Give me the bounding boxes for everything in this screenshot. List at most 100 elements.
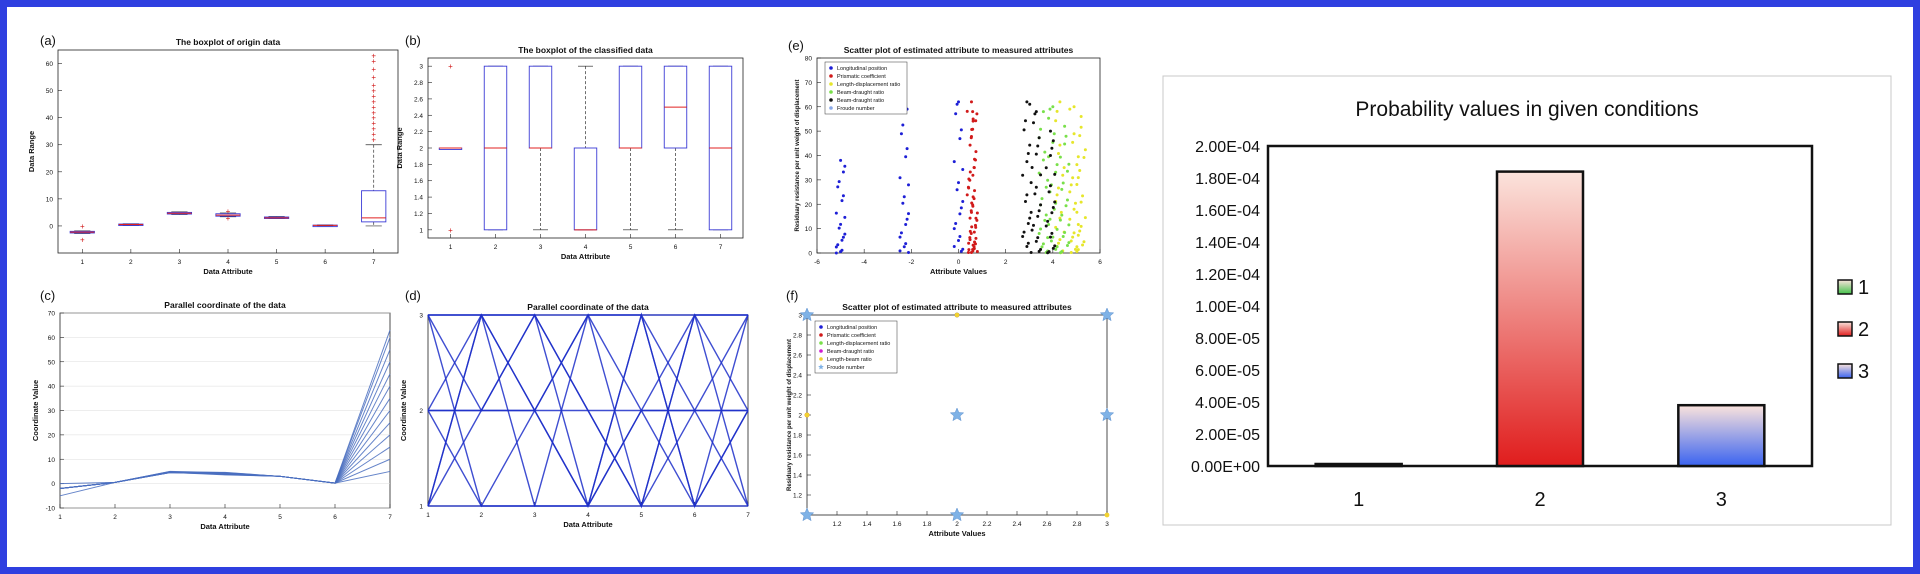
scatter-point bbox=[1058, 218, 1062, 222]
scatter-point bbox=[1058, 251, 1062, 255]
scatter-point bbox=[1065, 198, 1069, 202]
scatter-point bbox=[1064, 204, 1068, 208]
boxplot-panel-a: 0 10 20 30 40 50 60 1 2 3 4 5 6 7 The boxplot of origi… bbox=[27, 33, 399, 276]
x-tick-label: 0 bbox=[957, 259, 961, 266]
y-tick-label: 0.00E+00 bbox=[1191, 459, 1260, 476]
scatter-point bbox=[1071, 176, 1075, 180]
x-tick-label: 2.2 bbox=[982, 521, 991, 528]
parallel-line bbox=[59, 329, 391, 489]
chart-title: Scatter plot of estimated attribute to m… bbox=[842, 302, 1072, 312]
scatter-point-star bbox=[949, 507, 965, 522]
scatter-point bbox=[1050, 211, 1054, 215]
y-tick-label: 70 bbox=[48, 311, 56, 318]
scatter-point bbox=[968, 236, 972, 240]
scatter-point bbox=[1040, 197, 1044, 201]
panel-label: (d) bbox=[405, 288, 421, 303]
box-outlier: + bbox=[371, 114, 376, 123]
x-tick-label: 2 bbox=[129, 259, 133, 266]
scatter-point bbox=[1039, 173, 1043, 177]
scatter-point bbox=[1037, 209, 1041, 213]
scatter-point bbox=[1078, 169, 1082, 173]
scatter-point bbox=[959, 128, 963, 132]
x-tick-label: -6 bbox=[814, 259, 820, 266]
bar bbox=[1314, 462, 1403, 468]
scatter-point bbox=[898, 249, 902, 253]
scatter-point bbox=[1021, 235, 1025, 239]
box-outlier: + bbox=[371, 103, 376, 112]
scatter-point bbox=[974, 236, 978, 240]
scatter-point-star bbox=[799, 307, 815, 322]
scatter-point bbox=[957, 239, 960, 243]
x-tick-label: 1 bbox=[426, 512, 430, 519]
box-outlier: + bbox=[80, 222, 85, 231]
y-tick-label: 8.00E-05 bbox=[1195, 331, 1260, 348]
scatter-point bbox=[843, 215, 847, 219]
panel-label: (f) bbox=[786, 288, 798, 303]
scatter-point bbox=[907, 183, 911, 187]
plot-area bbox=[57, 49, 399, 254]
scatter-point bbox=[954, 112, 958, 116]
scatter-point bbox=[1050, 146, 1054, 150]
scatter-point bbox=[1072, 207, 1076, 211]
y-tick-label: 3 bbox=[419, 64, 423, 71]
scatter-point bbox=[1072, 231, 1076, 235]
scatter-point bbox=[955, 188, 959, 192]
y-tick-label: 40 bbox=[48, 384, 56, 391]
scatter-point bbox=[843, 232, 847, 236]
y-tick-label: 2.8 bbox=[414, 80, 423, 87]
y-tick-label: 1.6 bbox=[414, 178, 423, 185]
x-tick-label: 2.8 bbox=[1072, 521, 1081, 528]
scatter-point bbox=[1028, 143, 1032, 147]
y-tick-label: 20 bbox=[805, 202, 813, 209]
scatter-point bbox=[1029, 181, 1033, 185]
x-axis-label: Data Attribute bbox=[200, 522, 249, 531]
scatter-point bbox=[1079, 200, 1083, 204]
scatter-point bbox=[1082, 240, 1086, 244]
scatter-point bbox=[1067, 241, 1071, 245]
scatter-point bbox=[1082, 155, 1086, 159]
y-tick-label: 50 bbox=[805, 129, 813, 136]
y-tick-label: 20 bbox=[48, 432, 56, 439]
scatter-point bbox=[970, 225, 974, 229]
scatter-point bbox=[954, 222, 958, 226]
y-tick-label: 30 bbox=[48, 408, 56, 415]
y-tick-label: 2 bbox=[798, 413, 802, 420]
x-tick-label: 6 bbox=[1098, 259, 1102, 266]
legend-label: 2 bbox=[1858, 319, 1869, 341]
x-tick-label: 3 bbox=[533, 512, 537, 519]
scatter-point bbox=[961, 200, 965, 204]
scatter-point bbox=[1030, 228, 1034, 232]
scatter-point bbox=[974, 119, 978, 123]
legend-marker bbox=[819, 349, 823, 353]
scatter-point bbox=[1075, 210, 1079, 214]
legend-swatch bbox=[1837, 363, 1853, 379]
scatter-point bbox=[1039, 203, 1043, 207]
scatter-point bbox=[954, 312, 960, 318]
x-tick-label: 1.8 bbox=[922, 521, 931, 528]
scatter-point bbox=[1026, 241, 1030, 245]
y-axis-label: Coordinate Value bbox=[31, 380, 40, 441]
scatter-point bbox=[1058, 100, 1062, 104]
scatter-panel-f: 1.2 1.4 1.6 1.8 2 2.2 2.4 2.6 2.8 3 1.2 1.4 1.6 1.8 2 2… bbox=[786, 288, 1115, 538]
box-body bbox=[361, 190, 387, 223]
legend-swatch bbox=[1837, 279, 1853, 295]
scatter-point bbox=[1047, 116, 1051, 120]
scatter-point bbox=[968, 170, 972, 174]
scatter-point bbox=[1036, 214, 1040, 218]
x-tick-label: 3 bbox=[1105, 521, 1109, 528]
scatter-point bbox=[1031, 121, 1035, 125]
scatter-point bbox=[965, 109, 969, 113]
scatter-point bbox=[1040, 245, 1044, 249]
bar-chart-main: Probability values in given conditions 0.… bbox=[1162, 75, 1892, 526]
scatter-point bbox=[1076, 233, 1080, 237]
scatter-point bbox=[1041, 242, 1045, 246]
x-tick-label: -2 bbox=[908, 259, 914, 266]
scatter-point bbox=[1047, 190, 1051, 194]
scatter-point bbox=[1078, 134, 1082, 138]
box-outlier: + bbox=[371, 51, 376, 60]
scatter-point bbox=[1063, 231, 1067, 235]
scatter-point bbox=[975, 211, 979, 215]
scatter-point bbox=[958, 235, 962, 239]
box-outlier: + bbox=[371, 124, 376, 133]
